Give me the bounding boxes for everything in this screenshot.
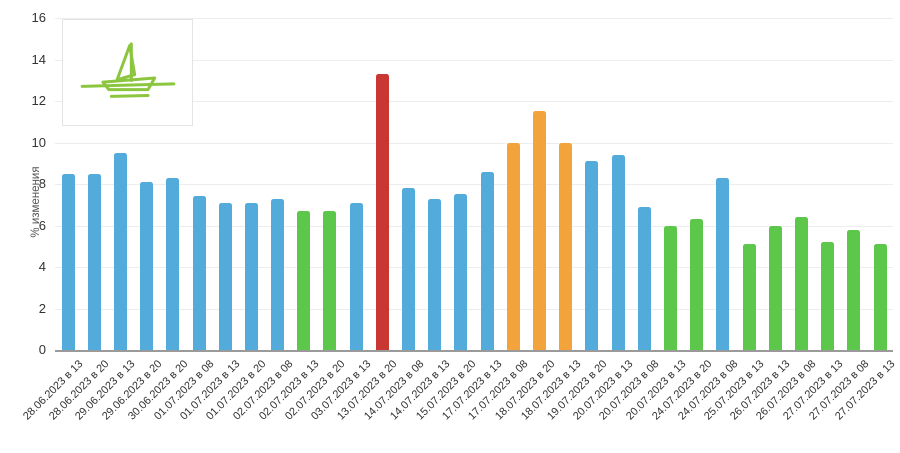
gridline <box>55 225 893 227</box>
bar[interactable] <box>192 196 206 350</box>
bar[interactable] <box>140 181 154 350</box>
bar[interactable] <box>821 242 835 350</box>
bar[interactable] <box>559 142 573 350</box>
gridline <box>55 101 893 102</box>
bar[interactable] <box>375 74 389 350</box>
bar[interactable] <box>533 111 546 350</box>
y-tick-label: 10 <box>31 134 46 150</box>
gridline <box>55 59 893 61</box>
bar[interactable] <box>716 177 730 350</box>
bar[interactable] <box>87 173 101 350</box>
bar[interactable] <box>794 217 808 350</box>
bar[interactable] <box>428 198 442 350</box>
bar[interactable] <box>611 154 625 350</box>
y-tick-label: 4 <box>38 259 46 274</box>
gridline <box>55 267 893 268</box>
gridline <box>55 142 893 144</box>
bar[interactable] <box>480 171 494 350</box>
sailboat-icon <box>80 41 175 98</box>
bar[interactable] <box>454 194 468 350</box>
bar[interactable] <box>664 225 677 350</box>
bar[interactable] <box>113 152 127 350</box>
bar[interactable] <box>218 202 232 350</box>
x-axis-line <box>55 350 893 352</box>
bar[interactable] <box>768 225 782 350</box>
bar[interactable] <box>873 244 887 350</box>
gridline <box>55 308 893 310</box>
y-tick-label: 8 <box>38 176 46 191</box>
bar[interactable] <box>637 206 651 350</box>
bar[interactable] <box>506 142 520 350</box>
bar[interactable] <box>323 211 337 350</box>
bar[interactable] <box>585 161 599 350</box>
bar[interactable] <box>690 219 704 350</box>
y-tick-label: 6 <box>38 217 46 233</box>
bar[interactable] <box>349 202 363 350</box>
gridline <box>55 184 893 185</box>
bar[interactable] <box>271 198 284 350</box>
bar[interactable] <box>297 211 311 350</box>
bar[interactable] <box>742 244 756 350</box>
bar[interactable] <box>847 229 861 350</box>
y-axis-title: % изменения <box>30 166 42 238</box>
bar[interactable] <box>244 202 258 350</box>
gridline <box>55 18 893 19</box>
y-tick-label: 14 <box>31 51 46 67</box>
bar[interactable] <box>61 173 75 350</box>
legend-item[interactable] <box>62 19 193 126</box>
y-tick-label: 16 <box>31 10 46 25</box>
bar[interactable] <box>166 177 180 350</box>
y-tick-label: 2 <box>38 300 46 316</box>
y-tick-label: 12 <box>31 93 46 108</box>
bar[interactable] <box>402 188 415 350</box>
y-tick-label: 0 <box>38 342 46 357</box>
